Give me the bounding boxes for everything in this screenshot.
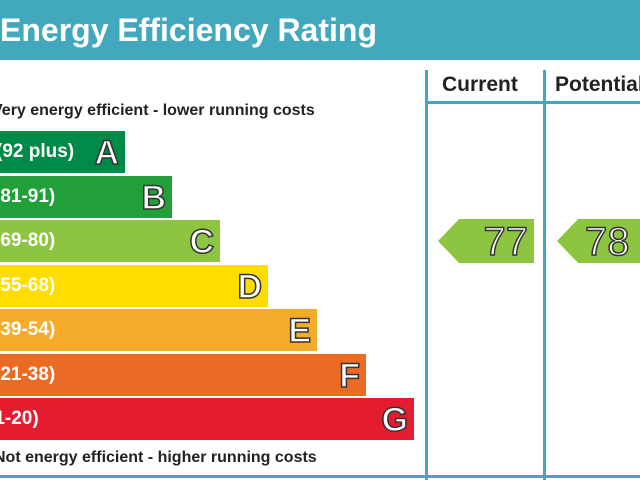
band-c: (69-80) C: [0, 220, 220, 262]
band-range-label: (21-38): [0, 363, 56, 385]
potential-rating-value: 78: [584, 219, 630, 264]
band-range-label: (1-20): [0, 408, 39, 429]
potential-rating-arrow: 78: [557, 219, 640, 263]
top-caption: Very energy efficient - lower running co…: [0, 102, 315, 119]
band-f: (21-38) F: [0, 353, 366, 396]
band-letter: E: [288, 311, 312, 351]
frame-line-header: [425, 101, 640, 104]
bottom-caption: Not energy efficient - higher running co…: [0, 449, 317, 466]
band-range-label: (55-68): [0, 274, 56, 296]
band-letter: D: [237, 267, 263, 307]
band-letter: F: [338, 356, 360, 396]
current-column-header: Current: [442, 73, 518, 96]
band-letter: B: [141, 178, 167, 218]
title-bar: Energy Efficiency Rating: [0, 0, 640, 60]
band-letter: A: [94, 133, 120, 173]
chart-title: Energy Efficiency Rating: [0, 12, 377, 48]
frame-line-middle: [543, 70, 546, 480]
band-a: (92 plus) A: [0, 131, 125, 173]
band-range-label: (81-91): [0, 185, 56, 207]
band-e: (39-54) E: [0, 309, 317, 351]
frame-line-bottom: [0, 475, 640, 478]
frame-line-left: [425, 70, 428, 480]
band-letter: G: [381, 400, 409, 440]
band-range-label: (69-80): [0, 230, 56, 251]
band-d: (55-68) D: [0, 264, 268, 307]
band-g: (1-20) G: [0, 398, 414, 440]
current-rating-arrow: 77: [438, 219, 534, 263]
band-b: (81-91) B: [0, 175, 172, 218]
band-letter: C: [189, 222, 215, 262]
band-range-label: (92 plus): [0, 141, 75, 162]
current-rating-value: 77: [483, 219, 529, 264]
band-range-label: (39-54): [0, 319, 56, 340]
potential-column-header: Potential: [555, 73, 640, 96]
